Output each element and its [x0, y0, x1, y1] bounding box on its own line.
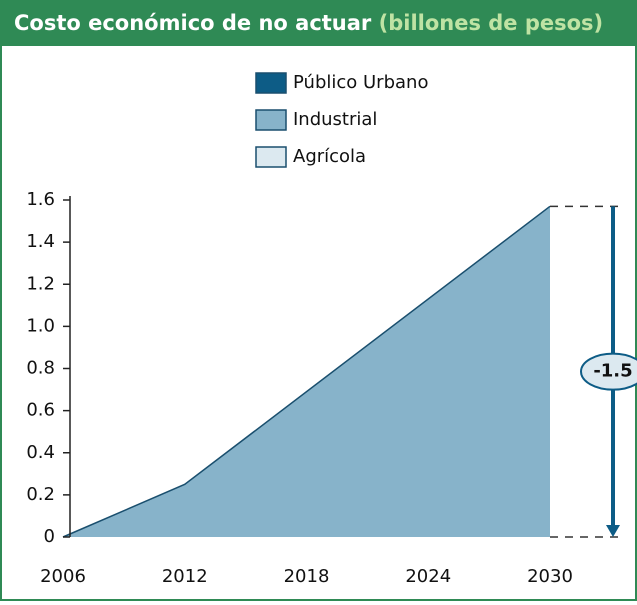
y-tick-label: 0.2 [26, 484, 55, 505]
title-bar [0, 0, 637, 46]
x-tick-label: 2018 [284, 566, 330, 587]
y-tick-label: 0.8 [26, 358, 55, 379]
x-tick-label: 2024 [405, 566, 451, 587]
y-tick-label: 0.4 [26, 442, 55, 463]
chart-title: Costo económico de no actuar (billones d… [14, 11, 603, 35]
subtitle: (billones de pesos) [379, 11, 604, 35]
title-main: Costo económico de no actuar [14, 11, 372, 35]
annotation-arrowhead [606, 525, 620, 537]
legend-swatch [255, 109, 287, 131]
y-tick-label: 1.2 [26, 273, 55, 294]
x-tick-label: 2012 [162, 566, 208, 587]
x-tick-label: 2030 [527, 566, 573, 587]
total-outline [62, 205, 551, 538]
legend-label: Agrícola [293, 146, 366, 167]
y-tick-label: 0.6 [26, 400, 55, 421]
legend-label: Público Urbano [293, 72, 428, 93]
y-tick-label: 0 [44, 526, 55, 547]
y-tick-label: 1.4 [26, 231, 55, 252]
legend-swatch [255, 72, 287, 94]
legend-label: Industrial [293, 109, 377, 130]
legend-swatch [255, 146, 287, 168]
y-tick-label: 1.0 [26, 315, 55, 336]
area [63, 206, 550, 537]
annotation-label: -1.5 [593, 361, 632, 382]
annotation-badge [580, 352, 637, 391]
x-tick-label: 2006 [40, 566, 86, 587]
y-tick-label: 1.6 [26, 189, 55, 210]
